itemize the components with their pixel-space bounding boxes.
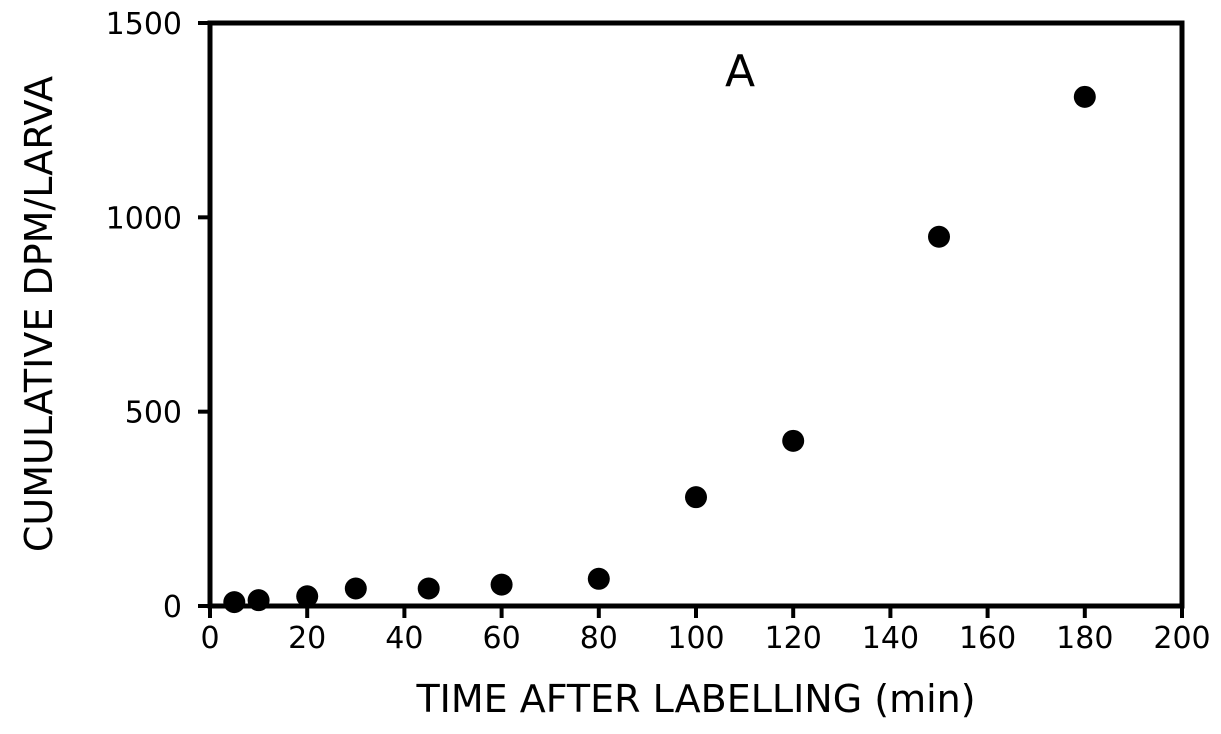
x-tick-label: 160 [959,621,1016,656]
data-point [587,567,610,590]
x-tick-label: 200 [1153,621,1210,656]
data-point [247,589,270,612]
data-point [344,577,367,600]
plot-frame [207,20,1185,609]
x-tick-label: 60 [483,621,521,656]
x-tick-label: 100 [667,621,724,656]
y-tick-label: 0 [163,590,182,625]
x-tick-label: 20 [288,621,326,656]
x-tick-label: 180 [1056,621,1113,656]
data-points [223,85,1096,614]
data-point [296,585,319,608]
y-tick-label: 500 [125,396,182,431]
x-tick-label: 80 [580,621,618,656]
x-tick-label: 140 [862,621,919,656]
data-point [417,577,440,600]
x-axis-label: TIME AFTER LABELLING (min) [415,677,975,721]
panel-label: A [725,46,755,97]
y-axis-label: CUMULATIVE DPM/LARVA [17,76,61,552]
x-axis: 0 20 40 60 80 100 120 140 160 180 200 [200,606,1211,656]
x-tick-label: 0 [200,621,219,656]
x-tick-label: 120 [765,621,822,656]
data-point [685,486,707,509]
x-tick-label: 40 [385,621,423,656]
y-tick-label: 1000 [106,201,182,236]
data-point [490,573,513,596]
data-point [928,225,950,248]
data-point [782,429,805,452]
data-point [1073,85,1096,108]
data-point [223,591,246,614]
y-tick-label: 1500 [106,7,182,42]
y-axis: 0 500 1000 1500 [106,7,210,625]
